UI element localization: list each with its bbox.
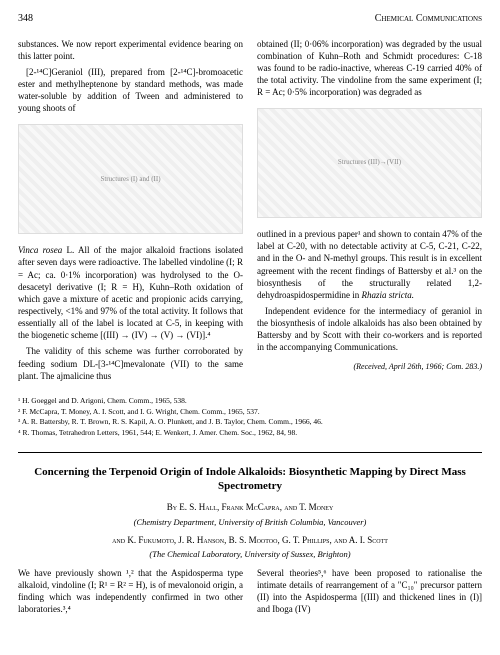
scheme-structures-1-2: Structures (I) and (II): [18, 120, 243, 238]
article2-affiliation-2: (The Chemical Laboratory, University of …: [18, 549, 482, 560]
journal-name: Chemical Communications: [375, 12, 482, 26]
article1-left-column: substances. We now report experimental e…: [18, 38, 243, 386]
ref-3: ³ A. R. Battersby, R. T. Brown, R. S. Ka…: [18, 417, 482, 427]
ref-2: ² F. McCapra, T. Money, A. I. Scott, and…: [18, 407, 482, 417]
references: ¹ H. Goeggel and D. Arigoni, Chem. Comm.…: [18, 396, 482, 438]
a1-p3: Vinca rosea L. All of the major alkaloid…: [18, 244, 243, 341]
a1-c2-p3: Independent evidence for the intermediac…: [257, 305, 482, 354]
a1-p4: The validity of this scheme was further …: [18, 345, 243, 381]
article1-right-column: obtained (II; 0·06% incorporation) was d…: [257, 38, 482, 386]
ref-1: ¹ H. Goeggel and D. Arigoni, Chem. Comm.…: [18, 396, 482, 406]
article2-authors-2: and K. Fukumoto, J. R. Hanson, B. S. Moo…: [18, 534, 482, 546]
article-separator: [18, 452, 482, 453]
received-line: (Received, April 26th, 1966; Com. 283.): [257, 362, 482, 373]
article2-left-column: We have previously shown ¹,² that the As…: [18, 567, 243, 620]
chem-structure-placeholder-1: Structures (I) and (II): [18, 124, 243, 234]
article2-affiliation-1: (Chemistry Department, University of Bri…: [18, 517, 482, 528]
article2-body: We have previously shown ¹,² that the As…: [18, 567, 482, 620]
article2-authors-1: By E. S. Hall, Frank McCapra, and T. Mon…: [18, 501, 482, 513]
page-number: 348: [18, 12, 33, 26]
article2-right-column: Several theories⁵,⁶ have been proposed t…: [257, 567, 482, 620]
article1-body: substances. We now report experimental e…: [18, 38, 482, 386]
a2-c1-p1: We have previously shown ¹,² that the As…: [18, 567, 243, 616]
a2-c2-p1: Several theories⁵,⁶ have been proposed t…: [257, 567, 482, 616]
article2-title: Concerning the Terpenoid Origin of Indol…: [18, 465, 482, 494]
a1-c2-p2: outlined in a previous paper¹ and shown …: [257, 228, 482, 301]
a1-p3-text: L. All of the major alkaloid fractions i…: [18, 245, 243, 340]
a1-c2-p1: obtained (II; 0·06% incorporation) was d…: [257, 38, 482, 99]
scheme-structures-3-7: Structures (III)→(VII): [257, 104, 482, 222]
chem-structure-placeholder-2: Structures (III)→(VII): [257, 108, 482, 218]
species-name-2: Rhazia stricta.: [361, 290, 414, 300]
species-name: Vinca rosea: [18, 245, 62, 255]
a1-p2: [2-¹⁴C]Geraniol (III), prepared from [2-…: [18, 66, 243, 115]
ref-4: ⁴ R. Thomas, Tetrahedron Letters, 1961, …: [18, 428, 482, 438]
a1-p1: substances. We now report experimental e…: [18, 38, 243, 62]
